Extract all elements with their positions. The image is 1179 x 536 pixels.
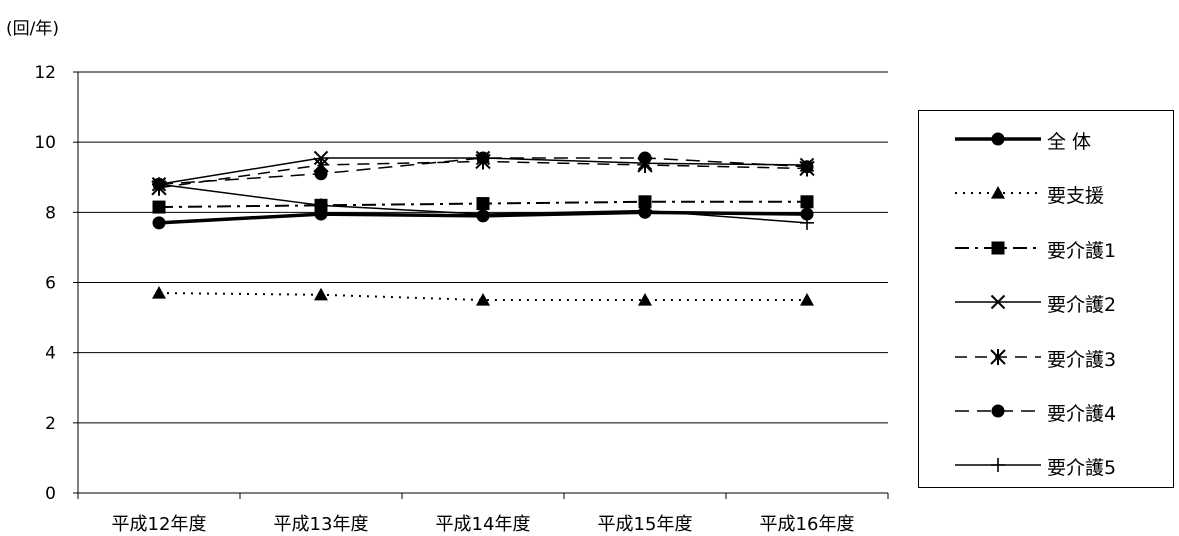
y-tick-label: 2	[45, 414, 56, 434]
data-point-triangle	[314, 287, 328, 301]
x-tick-label: 平成15年度	[598, 514, 693, 535]
legend-label: 要介護4	[1047, 403, 1117, 425]
data-point-x	[990, 294, 1006, 310]
data-point-square	[476, 197, 490, 211]
y-tick-label: 6	[45, 274, 56, 294]
chart-legend: 全 体要支援要介護1 要介護2 要介護3 要介護4 要介護5	[918, 110, 1174, 488]
data-point-circle	[800, 160, 814, 174]
series-2	[152, 286, 814, 306]
data-point-triangle	[991, 186, 1005, 199]
legend-label: 要介護2	[1047, 294, 1117, 316]
y-tick-label: 8	[45, 203, 56, 223]
data-point-plus	[991, 458, 1005, 472]
data-point-circle	[991, 404, 1005, 418]
data-point-triangle	[152, 286, 166, 299]
legend-item: 要介護3	[919, 337, 1173, 377]
data-point-square	[152, 200, 166, 214]
legend-swatch	[955, 404, 1041, 418]
data-point-plus	[314, 198, 328, 213]
data-point-circle	[991, 132, 1005, 146]
legend-swatch	[955, 241, 1041, 255]
series-6	[152, 151, 814, 191]
data-point-circle	[152, 216, 166, 230]
data-point-triangle	[638, 293, 652, 306]
data-point-square	[991, 241, 1005, 255]
data-point-circle	[800, 207, 814, 221]
legend-item: 要支援	[919, 173, 1173, 213]
legend-label: 要介護3	[1047, 349, 1117, 371]
legend-item: 全 体	[919, 119, 1173, 159]
legend-label: 要介護5	[1047, 457, 1117, 479]
legend-item: 要介護4	[919, 391, 1173, 431]
data-point-circle	[476, 151, 490, 165]
series-3	[152, 195, 814, 214]
data-point-square	[638, 195, 652, 209]
data-point-plus	[152, 177, 166, 192]
legend-label: 要支援	[1047, 185, 1105, 207]
data-point-asterisk	[990, 349, 1006, 365]
y-tick-label: 12	[34, 63, 56, 83]
data-point-triangle	[800, 293, 814, 306]
legend-swatch	[955, 294, 1041, 310]
data-point-square	[800, 195, 814, 209]
legend-label: 要介護1	[1047, 240, 1117, 262]
series-line	[158, 157, 808, 186]
legend-item: 要介護2	[919, 282, 1173, 322]
data-point-triangle	[476, 293, 490, 306]
x-tick-label: 平成16年度	[760, 514, 855, 535]
data-point-circle	[638, 151, 652, 165]
data-point-plus	[476, 207, 490, 222]
legend-label: 全 体	[1047, 131, 1092, 153]
y-tick-label: 10	[34, 133, 56, 153]
legend-swatch	[955, 349, 1041, 365]
x-tick-label: 平成14年度	[436, 514, 531, 535]
series-7	[152, 177, 814, 230]
legend-item: 要介護5	[919, 445, 1173, 485]
y-axis-unit-label: (回/年)	[6, 19, 59, 39]
data-point-plus	[800, 215, 814, 230]
legend-swatch	[955, 132, 1041, 146]
legend-swatch	[955, 458, 1041, 472]
legend-swatch	[955, 186, 1041, 199]
data-point-plus	[638, 203, 652, 218]
x-tick-label: 平成12年度	[112, 514, 207, 535]
y-tick-label: 0	[45, 484, 56, 504]
y-tick-label: 4	[45, 344, 56, 364]
x-tick-label: 平成13年度	[274, 514, 369, 535]
data-point-circle	[314, 167, 328, 181]
legend-item: 要介護1	[919, 228, 1173, 268]
